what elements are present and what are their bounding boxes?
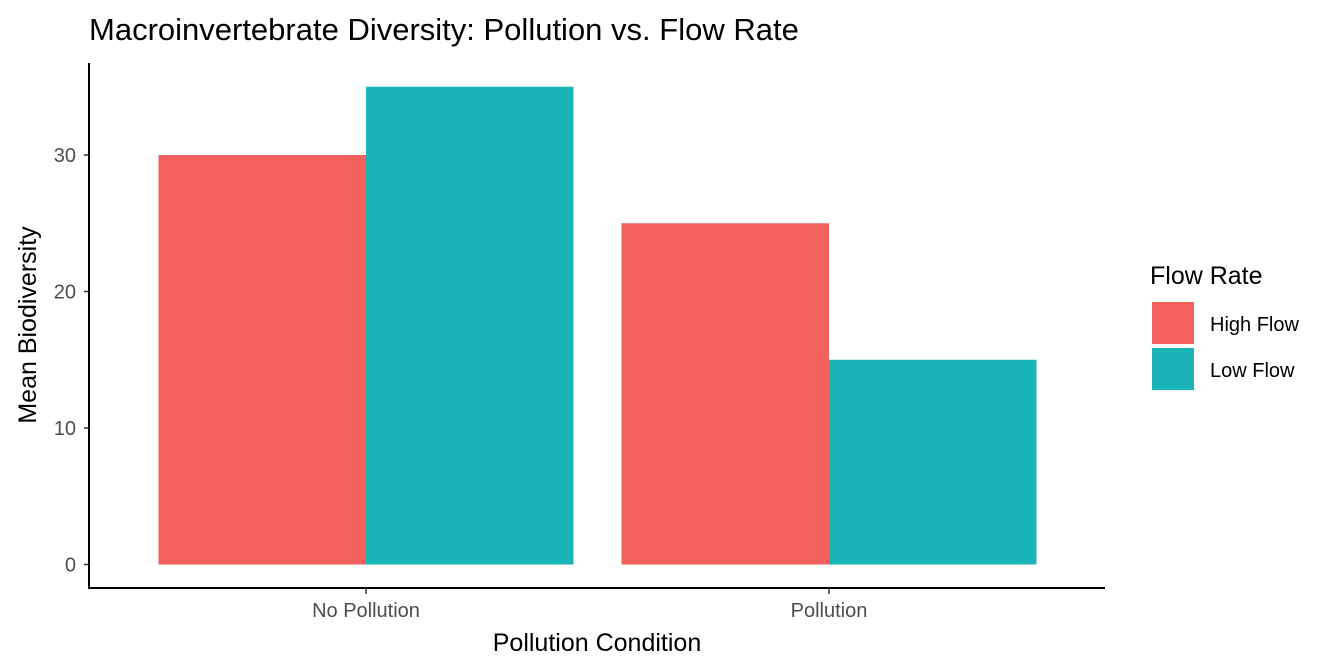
x-tick-label: Pollution	[791, 600, 868, 622]
legend-label-high-flow: High Flow	[1210, 314, 1299, 336]
legend: Flow Rate High Flow Low Flow	[1150, 262, 1299, 390]
bar-pollution-high-flow	[621, 223, 829, 565]
legend-swatch-low-flow	[1152, 348, 1194, 390]
x-axis-ticks: No Pollution Pollution	[312, 588, 867, 622]
chart-title: Macroinvertebrate Diversity: Pollution v…	[89, 12, 799, 47]
legend-items: High Flow Low Flow	[1152, 302, 1299, 390]
x-tick-label: No Pollution	[312, 600, 420, 622]
y-tick-label: 20	[54, 282, 76, 304]
bar-no-pollution-high-flow	[158, 155, 366, 565]
bar-no-pollution-low-flow	[366, 86, 574, 565]
legend-swatch-high-flow	[1152, 302, 1194, 344]
y-axis-ticks: 0 10 20 30	[54, 145, 89, 577]
legend-label-low-flow: Low Flow	[1210, 360, 1295, 382]
bar-pollution-low-flow	[829, 359, 1037, 565]
legend-title: Flow Rate	[1150, 262, 1263, 290]
x-axis-title: Pollution Condition	[493, 629, 701, 657]
y-axis-title: Mean Biodiversity	[14, 226, 42, 424]
y-tick-label: 10	[54, 418, 76, 440]
y-tick-label: 30	[54, 145, 76, 167]
y-tick-label: 0	[65, 555, 76, 577]
plot-area	[158, 86, 1037, 565]
